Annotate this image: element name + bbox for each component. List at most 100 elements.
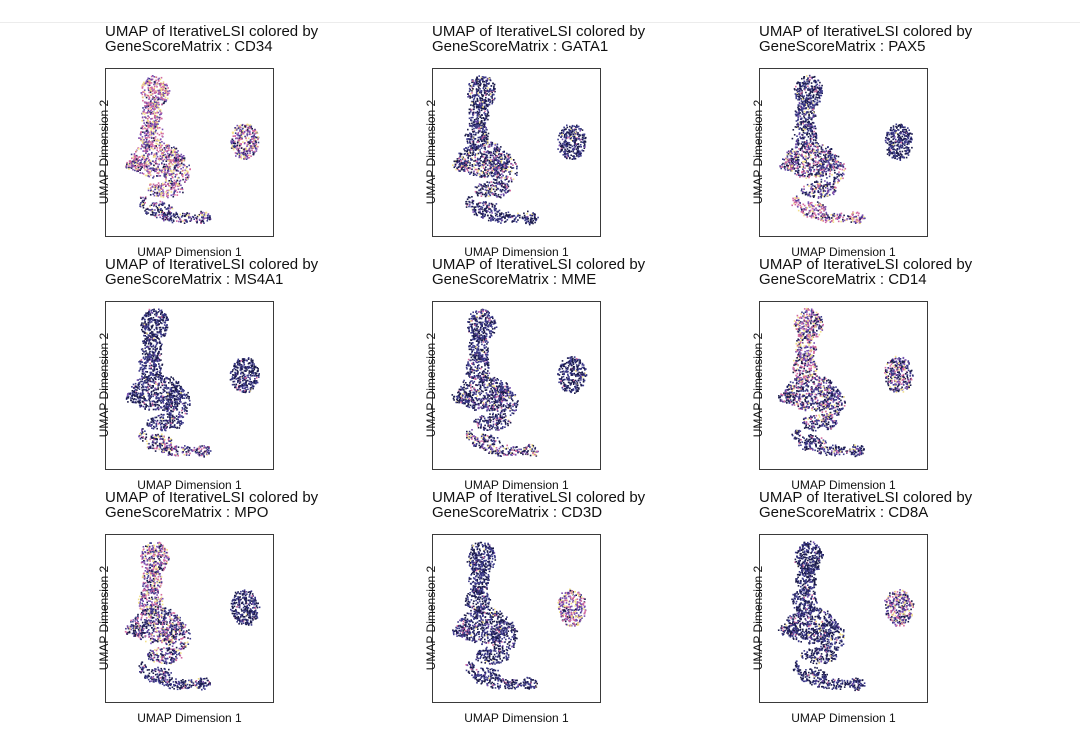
scatter-point [810,125,812,127]
scatter-point [824,155,826,157]
scatter-point [806,175,809,178]
scatter-point [834,157,837,160]
scatter-point [482,212,485,215]
scatter-point [475,91,478,93]
scatter-point [566,154,568,156]
scatter-point [469,155,471,157]
scatter-point [157,96,159,99]
scatter-point [459,158,462,161]
scatter-point [173,161,175,163]
scatter-point [155,203,158,205]
scatter-point [159,113,161,116]
scatter-point [810,169,812,171]
scatter-point [807,145,810,147]
scatter-point [802,143,804,146]
scatter-point [483,138,486,141]
scatter-point [160,94,163,97]
scatter-point [475,148,478,150]
scatter-point [795,155,797,157]
scatter-point [468,90,471,93]
scatter-point [142,131,144,133]
scatter-point [570,136,572,138]
scatter-point [819,81,821,84]
scatter-point [176,213,178,215]
scatter-point [239,136,241,138]
scatter-point [488,82,490,84]
scatter-point [467,128,469,131]
scatter-point [817,147,819,149]
scatter-point [467,155,470,157]
scatter-point [802,120,805,122]
scatter-point [803,107,805,110]
scatter-point [830,169,833,171]
scatter-point [795,89,798,91]
scatter-point [189,216,192,218]
scatter-point [465,133,467,136]
scatter-point [474,173,476,176]
scatter-point [814,115,817,117]
scatter-point [243,130,246,133]
scatter-point [153,107,156,109]
scatter-point [507,215,509,218]
scatter-point [473,213,476,216]
scatter-point [499,162,501,164]
scatter-point [496,151,498,154]
scatter-point [484,144,486,146]
scatter-point [156,155,159,158]
scatter-point [176,156,178,158]
scatter-point [499,215,501,218]
scatter-point [161,155,164,158]
scatter-point [475,83,478,86]
scatter-point [578,135,580,138]
scatter-point [487,87,489,89]
scatter-point [793,151,796,153]
scatter-point [164,213,167,216]
scatter-point [142,199,144,202]
scatter-point [479,207,482,210]
scatter-point [154,155,156,158]
scatter-point [467,196,470,198]
scatter-point [147,95,149,97]
scatter-point [827,168,830,170]
scatter-point [174,189,176,192]
scatter-point [186,170,189,173]
scatter-point [480,122,482,124]
scatter-point [573,138,575,140]
scatter-point [480,117,483,120]
scatter-point [813,86,816,89]
scatter-point [494,205,496,208]
scatter-point [158,170,161,173]
scatter-point [144,202,146,204]
scatter-point [801,117,803,120]
scatter-point [498,209,501,212]
scatter-point [468,83,471,85]
scatter-point [812,94,815,96]
scatter-point [509,189,511,192]
scatter-point [578,138,581,140]
scatter-point [583,135,585,137]
scatter-point [803,100,805,103]
scatter-point [805,104,808,106]
scatter-point [255,150,258,152]
scatter-point [792,158,795,161]
scatter-point [484,76,487,79]
scatter-point [807,164,810,167]
scatter-point [166,92,169,95]
scatter-point [486,115,488,118]
scatter-point [813,80,815,83]
scatter-point [472,152,474,154]
scatter-point [482,128,484,130]
scatter-point [807,167,810,170]
scatter-point [147,88,150,91]
scatter-point [482,153,485,156]
scatter-point [472,81,474,83]
scatter-point [141,119,143,122]
scatter-point [135,159,138,162]
scatter-point [495,176,498,178]
scatter-point [151,208,153,211]
scatter-point [494,171,496,174]
scatter-point [472,136,475,139]
scatter-point [507,216,510,219]
scatter-point [577,132,579,134]
scatter-point [154,112,157,114]
